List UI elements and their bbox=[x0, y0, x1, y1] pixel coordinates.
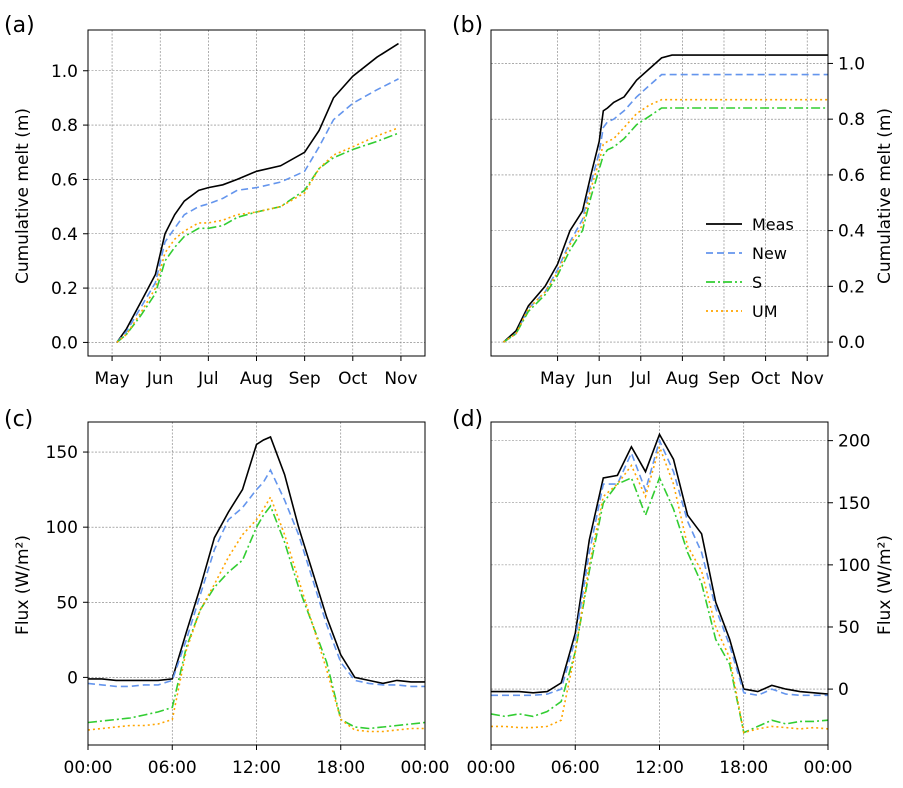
series-line-um bbox=[87, 495, 425, 733]
y-tick-label: 100 bbox=[46, 518, 78, 538]
legend-label-meas: Meas bbox=[752, 215, 794, 234]
x-tick-label: 00:00 bbox=[804, 758, 853, 778]
legend-label-um: UM bbox=[752, 302, 778, 321]
y-tick-label: 0.2 bbox=[838, 277, 865, 297]
series-line-meas bbox=[116, 42, 399, 343]
panel-label-c: (c) bbox=[4, 407, 33, 432]
series-line-meas bbox=[502, 54, 828, 343]
x-tick-label: 12:00 bbox=[232, 758, 281, 778]
legend: Meas New S UM bbox=[706, 215, 794, 321]
x-tick-label: 18:00 bbox=[719, 758, 768, 778]
x-tick-label: May bbox=[94, 369, 129, 389]
x-tick-label: Nov bbox=[791, 369, 824, 389]
panel-label-b: (b) bbox=[452, 13, 483, 38]
y-tick-label: 0.0 bbox=[51, 333, 78, 353]
y-tick-label: 0.8 bbox=[838, 110, 865, 130]
panel-a: May Jun Jul Aug Sep Oct Nov 0.0 0.2 0.4 0.6 0.8 1.0 bbox=[51, 29, 426, 389]
x-tick-label: Sep bbox=[708, 369, 740, 389]
legend-label-s: S bbox=[752, 273, 762, 292]
panel-b: May Jun Jul Aug Sep Oct Nov 0.0 0.2 0.4 0.6 0.8 1.0 M… bbox=[490, 29, 865, 389]
x-tick-label: 12:00 bbox=[635, 758, 684, 778]
y-tick-label: 1.0 bbox=[838, 54, 865, 74]
y-tick-label: 0.0 bbox=[838, 333, 865, 353]
y-tick-label: 150 bbox=[838, 494, 870, 514]
y-tick-label: 200 bbox=[838, 432, 870, 452]
series-line-um bbox=[116, 127, 399, 344]
y-tick-label: 0.6 bbox=[838, 166, 865, 186]
x-tick-label: May bbox=[540, 369, 575, 389]
y-tick-label: 0 bbox=[67, 668, 78, 688]
x-tick-label: Aug bbox=[666, 369, 699, 389]
x-tick-label: 00:00 bbox=[64, 758, 113, 778]
panel-d-ylabel: Flux (W/m²) bbox=[875, 535, 895, 635]
y-tick-label: 50 bbox=[56, 593, 78, 613]
series-line-s bbox=[87, 504, 426, 730]
panel-b-ylabel: Cumulative melt (m) bbox=[875, 108, 895, 284]
series-line-new bbox=[503, 73, 828, 343]
y-tick-label: 0.4 bbox=[51, 225, 78, 245]
series-line-um bbox=[503, 98, 828, 343]
y-tick-label: 150 bbox=[46, 443, 78, 463]
series-line-new bbox=[87, 468, 425, 688]
y-tick-label: 0.2 bbox=[51, 279, 78, 299]
series-line-s bbox=[116, 132, 399, 344]
panel-c: 00:00 06:00 12:00 18:00 00:00 0 50 100 150 bbox=[46, 421, 450, 778]
panel-a-ylabel: Cumulative melt (m) bbox=[13, 108, 33, 284]
series-line-meas bbox=[88, 435, 425, 685]
y-tick-label: 100 bbox=[838, 556, 870, 576]
x-tick-label: 00:00 bbox=[467, 758, 516, 778]
series-line-new bbox=[116, 78, 399, 343]
y-tick-label: 0.4 bbox=[838, 222, 865, 242]
x-tick-label: 06:00 bbox=[551, 758, 600, 778]
plot-frame bbox=[490, 29, 829, 357]
series-line-um bbox=[491, 444, 829, 734]
x-tick-label: Jun bbox=[585, 369, 613, 389]
x-tick-label: Nov bbox=[384, 369, 417, 389]
panel-label-a: (a) bbox=[4, 13, 35, 38]
series-line-meas bbox=[491, 432, 829, 695]
series-line-s bbox=[490, 475, 829, 734]
x-tick-label: Sep bbox=[289, 369, 321, 389]
x-tick-label: 06:00 bbox=[148, 758, 197, 778]
y-tick-label: 0.8 bbox=[51, 116, 78, 136]
x-tick-label: Jul bbox=[630, 369, 652, 389]
panel-d: 00:00 06:00 12:00 18:00 00:00 0 50 100 150 200 bbox=[467, 421, 870, 778]
y-tick-label: 50 bbox=[838, 618, 860, 638]
series-line-s bbox=[503, 107, 828, 343]
panel-label-d: (d) bbox=[452, 407, 483, 432]
x-tick-label: 00:00 bbox=[401, 758, 450, 778]
series-line-new bbox=[491, 438, 828, 697]
y-tick-label: 0.6 bbox=[51, 170, 78, 190]
x-tick-label: Oct bbox=[751, 369, 781, 389]
x-tick-label: Oct bbox=[338, 369, 368, 389]
x-tick-label: Aug bbox=[240, 369, 273, 389]
y-tick-label: 0 bbox=[838, 680, 849, 700]
x-tick-label: Jul bbox=[197, 369, 219, 389]
y-tick-label: 1.0 bbox=[51, 62, 78, 82]
legend-label-new: New bbox=[752, 244, 787, 263]
x-tick-label: 18:00 bbox=[316, 758, 365, 778]
panel-c-ylabel: Flux (W/m²) bbox=[13, 535, 33, 635]
x-tick-label: Jun bbox=[146, 369, 174, 389]
